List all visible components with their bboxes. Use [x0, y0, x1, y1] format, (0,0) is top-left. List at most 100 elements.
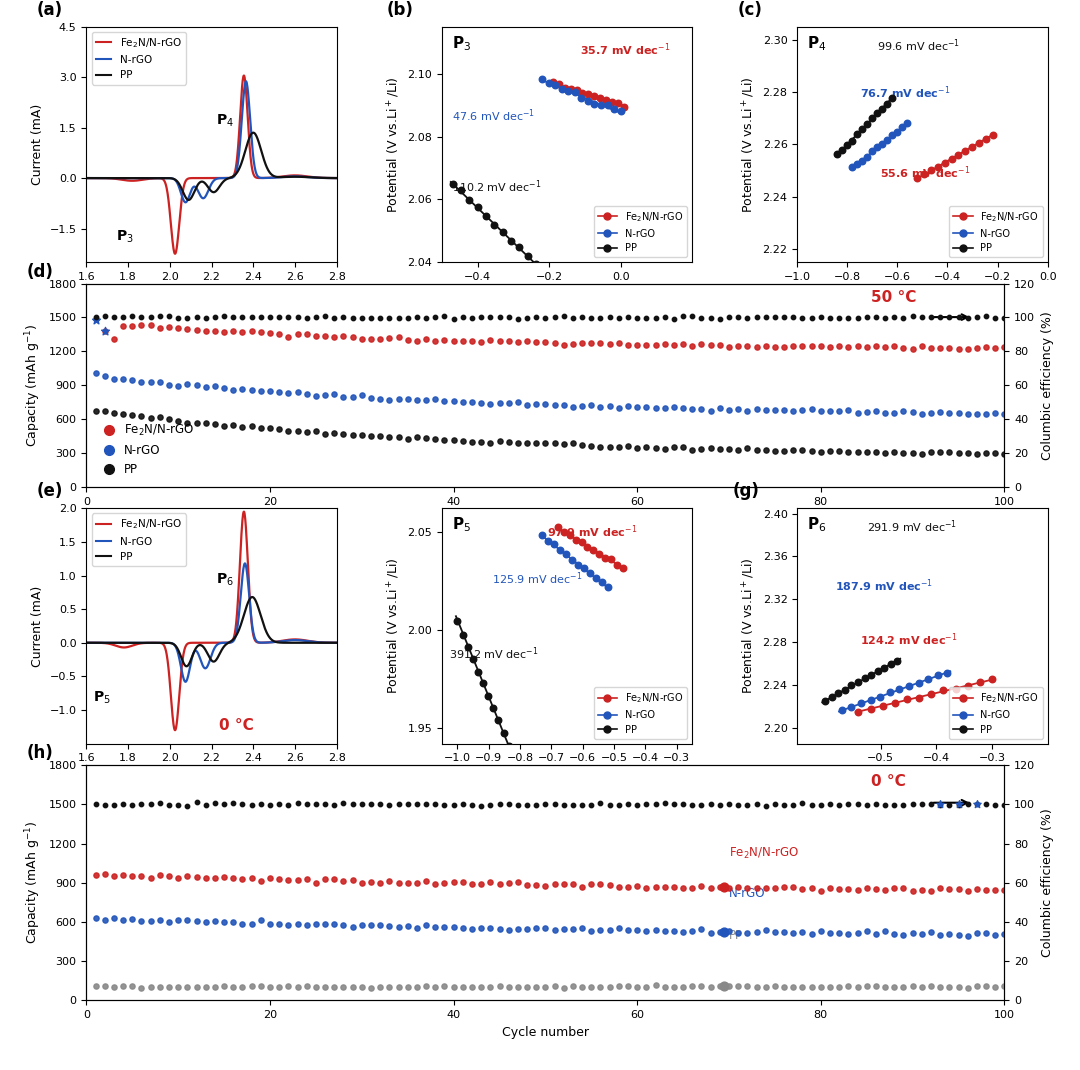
Point — [657, 308, 674, 325]
Point — [565, 796, 582, 813]
Point — [400, 918, 417, 935]
Point — [106, 797, 123, 814]
Text: 47.6 mV dec$^{-1}$: 47.6 mV dec$^{-1}$ — [451, 108, 535, 124]
Point — [840, 402, 858, 419]
Y-axis label: Potential (V vs.Li$^+$/Li): Potential (V vs.Li$^+$/Li) — [386, 557, 402, 694]
Point — [996, 445, 1013, 462]
Point — [996, 309, 1013, 326]
Point — [549, 519, 566, 536]
Point — [657, 922, 674, 939]
Point — [977, 445, 995, 462]
Point — [316, 327, 334, 345]
Point — [179, 415, 197, 432]
Point — [859, 149, 876, 166]
Point — [253, 912, 270, 929]
Point — [188, 321, 205, 338]
Point — [775, 308, 793, 325]
Point — [271, 795, 288, 812]
Point — [822, 924, 839, 942]
Point — [859, 309, 876, 326]
Point — [280, 916, 297, 933]
Point — [445, 333, 462, 350]
Point — [559, 82, 577, 100]
Point — [932, 309, 949, 326]
Point — [867, 795, 885, 812]
Point — [491, 432, 509, 449]
Point — [261, 419, 279, 437]
Point — [950, 927, 968, 944]
Point — [326, 978, 343, 995]
Point — [353, 331, 370, 348]
Point — [647, 878, 664, 896]
Point — [932, 880, 949, 897]
Point — [418, 978, 435, 995]
Point — [289, 308, 307, 325]
Point — [959, 445, 976, 462]
Point — [702, 440, 719, 457]
Point — [969, 308, 986, 325]
Point — [840, 310, 858, 327]
Point — [963, 138, 981, 155]
Point — [390, 918, 407, 935]
Text: PP: PP — [729, 929, 743, 943]
Point — [794, 337, 811, 354]
Point — [665, 310, 683, 327]
Point — [216, 978, 233, 995]
Point — [114, 371, 132, 388]
Point — [197, 379, 214, 396]
Point — [106, 404, 123, 422]
Point — [234, 916, 252, 933]
Point — [886, 308, 903, 325]
Point — [534, 526, 551, 544]
Point — [592, 438, 609, 455]
Point — [864, 142, 881, 159]
Point — [528, 978, 545, 995]
Point — [381, 978, 399, 995]
Point — [569, 556, 586, 574]
Point — [620, 795, 637, 812]
Point — [583, 309, 600, 326]
Point — [914, 406, 931, 423]
Point — [418, 309, 435, 326]
X-axis label: log(i)/mA: log(i)/mA — [894, 288, 951, 301]
Point — [573, 919, 591, 936]
Point — [599, 96, 617, 113]
Point — [500, 796, 517, 813]
Point — [225, 914, 242, 931]
Point — [179, 978, 197, 995]
Point — [886, 926, 903, 943]
Point — [280, 384, 297, 401]
Text: (a): (a) — [37, 1, 63, 19]
Point — [445, 431, 462, 448]
Point — [565, 335, 582, 352]
Point — [343, 979, 361, 996]
Point — [775, 401, 793, 418]
Point — [914, 796, 931, 813]
Point — [702, 402, 719, 419]
Point — [505, 750, 523, 767]
Point — [665, 796, 683, 813]
Point — [124, 407, 140, 424]
Point — [836, 681, 853, 698]
Point — [914, 926, 931, 943]
Point — [308, 423, 325, 440]
Point — [114, 309, 132, 326]
Point — [353, 917, 370, 934]
Point — [941, 340, 958, 357]
Point — [482, 919, 499, 936]
Point — [849, 155, 866, 172]
Point — [606, 101, 623, 118]
Point — [418, 873, 435, 890]
Point — [96, 402, 113, 419]
Point — [510, 920, 527, 937]
Point — [950, 404, 968, 422]
Point — [887, 694, 904, 712]
Point — [445, 393, 462, 410]
Point — [453, 182, 470, 199]
Point — [482, 434, 499, 452]
Point — [877, 978, 894, 995]
Point — [390, 309, 407, 326]
Point — [206, 870, 224, 887]
Point — [629, 309, 646, 326]
Point — [540, 74, 557, 91]
